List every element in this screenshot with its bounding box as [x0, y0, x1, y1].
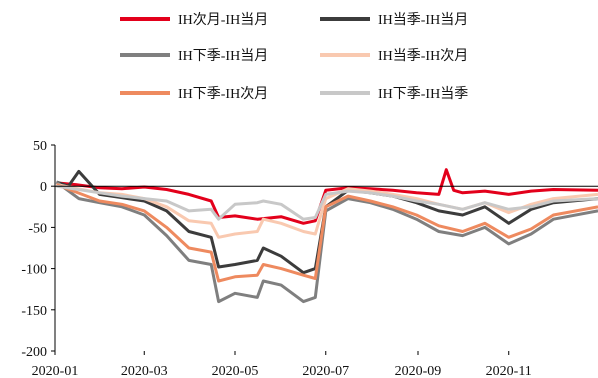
legend-label: IH当季-IH当月 — [378, 12, 468, 28]
x-ticks: 2020-01 2020-03 2020-05 2020-07 2020-09 2020-… — [32, 351, 532, 378]
x-tick-label: 2020-05 — [212, 364, 259, 378]
series-line-5 — [55, 183, 598, 283]
legend-label: IH下季-IH当季 — [378, 86, 468, 102]
y-tick-label: -50 — [28, 221, 47, 236]
legend-label: IH当季-IH次月 — [378, 48, 468, 64]
x-tick-label: 2020-01 — [32, 364, 79, 378]
legend-label: IH次月-IH当月 — [178, 12, 268, 28]
x-tick-label: 2020-11 — [486, 364, 532, 378]
y-tick-label: -150 — [21, 304, 47, 319]
series-layer — [55, 168, 598, 304]
series-line-6 — [56, 184, 598, 221]
legend-label: IH下季-IH次月 — [178, 86, 268, 102]
y-tick-label: 50 — [33, 139, 47, 154]
x-tick-label: 2020-09 — [395, 364, 442, 378]
x-tick-label: 2020-07 — [302, 364, 349, 378]
y-tick-label: -100 — [21, 263, 47, 278]
legend: IH次月-IH当月 IH当季-IH当月 IH下季-IH当月 IH当季-IH次月 IH下季… — [120, 12, 468, 102]
series-line-3 — [55, 180, 598, 304]
legend-label: IH下季-IH当月 — [178, 48, 268, 64]
axes: 50 0 -50 -100 -150 -200 2020-01 2020-03 2020-05… — [21, 139, 598, 378]
y-tick-label: 0 — [40, 180, 47, 195]
series-line-2 — [56, 169, 598, 275]
y-ticks: 50 0 -50 -100 -150 -200 — [21, 139, 55, 360]
y-tick-label: -200 — [21, 345, 47, 360]
x-tick-label: 2020-03 — [121, 364, 168, 378]
